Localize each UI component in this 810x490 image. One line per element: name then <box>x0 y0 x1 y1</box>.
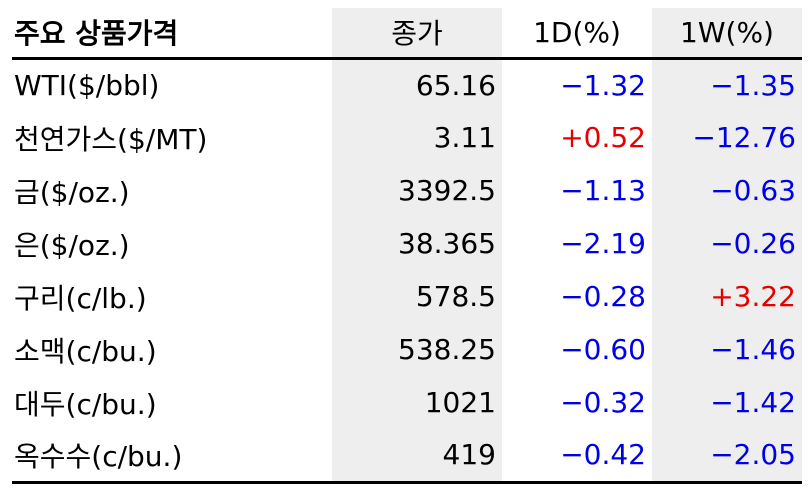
change-1d: −1.32 <box>560 68 646 102</box>
commodity-name: WTI($/bbl) <box>14 68 160 102</box>
change-1d: −1.13 <box>560 174 646 207</box>
table-row: 은($/oz.) 38.365 −2.19 −0.26 <box>12 217 802 270</box>
commodity-name: 은($/oz.) <box>14 228 130 262</box>
close-price: 538.25 <box>332 323 502 376</box>
table-header-row: 주요 상품가격 종가 1D(%) 1W(%) <box>12 8 802 60</box>
commodity-name: 천연가스($/MT) <box>14 122 208 156</box>
close-price: 38.365 <box>332 217 502 270</box>
close-price: 578.5 <box>332 270 502 323</box>
change-1d: −0.60 <box>560 333 646 366</box>
change-1d: −0.42 <box>502 429 652 484</box>
table-row: 천연가스($/MT) 3.11 +0.52 −12.76 <box>12 111 802 164</box>
table-row: 금($/oz.) 3392.5 −1.13 −0.63 <box>12 164 802 217</box>
header-1d-change: 1D(%) <box>502 8 652 60</box>
change-1d: −2.19 <box>560 227 646 260</box>
table-row: WTI($/bbl) 65.16 −1.32 −1.35 <box>12 58 802 111</box>
change-1w: −2.05 <box>652 429 802 484</box>
change-1w: +3.22 <box>652 270 802 323</box>
header-close: 종가 <box>332 8 502 60</box>
commodity-name: 대두(c/bu.) <box>14 387 157 421</box>
change-1w: −0.26 <box>652 217 802 270</box>
header-1w-change: 1W(%) <box>652 8 802 60</box>
commodity-name: 구리(c/lb.) <box>14 281 147 315</box>
change-1d: +0.52 <box>560 121 646 154</box>
close-price: 3392.5 <box>332 164 502 217</box>
commodity-name: 소맥(c/bu.) <box>14 334 157 368</box>
commodity-name: 옥수수(c/bu.) <box>12 429 332 484</box>
close-price: 65.16 <box>332 58 502 111</box>
commodity-name: 금($/oz.) <box>14 175 130 209</box>
close-price: 3.11 <box>332 111 502 164</box>
commodity-price-table: 주요 상품가격 종가 1D(%) 1W(%) WTI($/bbl) 65.16 … <box>12 8 802 484</box>
change-1w: −1.46 <box>652 323 802 376</box>
change-1d: −0.28 <box>560 280 646 313</box>
close-price: 1021 <box>332 376 502 429</box>
change-1d: −0.32 <box>560 386 646 419</box>
header-commodity: 주요 상품가격 <box>12 8 332 60</box>
close-price: 419 <box>332 429 502 484</box>
table-row: 옥수수(c/bu.) 419 −0.42 −2.05 <box>12 429 802 484</box>
table-row: 구리(c/lb.) 578.5 −0.28 +3.22 <box>12 270 802 323</box>
change-1w: −1.42 <box>652 376 802 429</box>
table-row: 소맥(c/bu.) 538.25 −0.60 −1.46 <box>12 323 802 376</box>
change-1w: −0.63 <box>652 164 802 217</box>
table-row: 대두(c/bu.) 1021 −0.32 −1.42 <box>12 376 802 429</box>
change-1w: −12.76 <box>652 111 802 164</box>
change-1w: −1.35 <box>652 58 802 111</box>
